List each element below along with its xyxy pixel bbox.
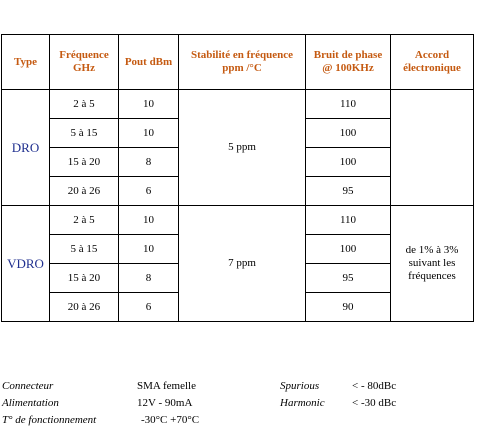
type-cell-dro: DRO [1,89,50,206]
pout-cell: 10 [118,118,179,148]
noise-cell: 100 [305,118,391,148]
stability-cell-vdro: 7 ppm [178,205,306,322]
table-row: DRO 2 à 5 10 5 ppm 110 [1,89,474,206]
freq-cell: 20 à 26 [49,176,119,206]
freq-cell: 2 à 5 [49,205,119,235]
pout-cell: 6 [118,292,179,322]
noise-cell: 90 [305,292,391,322]
noise-cell: 100 [305,147,391,177]
freq-cell: 5 à 15 [49,234,119,264]
noise-cell: 110 [305,89,391,119]
header-pout: Pout dBm [118,34,179,90]
pout-cell: 10 [118,205,179,235]
spec-value: < -30 dBc [352,397,397,409]
header-stability: Stabilité en fréquence ppm /°C [178,34,306,90]
freq-cell: 15 à 20 [49,147,119,177]
stability-cell-dro: 5 ppm [178,89,306,206]
tuning-cell-vdro: de 1% à 3% suivant les fréquences [390,205,474,322]
spec-label: Alimentation [2,397,59,409]
spec-values-right: < - 80dBc < -30 dBc [352,378,396,412]
header-phase-noise: Bruit de phase @ 100KHz [305,34,391,90]
pout-cell: 6 [118,176,179,206]
header-row: Type Fréquence GHz Pout dBm Stabilité en … [1,34,474,90]
header-tuning: Accord électronique [390,34,474,90]
spec-label: Spurious [280,380,320,392]
spec-labels-left: Connecteur Alimentation T° de fonctionne… [2,378,96,429]
pout-cell: 8 [118,147,179,177]
noise-cell: 100 [305,234,391,264]
tuning-cell-dro [390,89,474,206]
type-cell-vdro: VDRO [1,205,50,322]
spec-value: 12V - 90mA [137,397,193,409]
spec-label: T° de fonctionnement [2,414,97,426]
pout-cell: 10 [118,89,179,119]
spec-table: Type Fréquence GHz Pout dBm Stabilité en … [1,34,474,322]
spec-label: Harmonic [280,397,325,409]
table-row: 20 à 26 6 90 [2,292,474,322]
freq-cell: 2 à 5 [49,89,119,119]
pout-cell: 8 [118,263,179,293]
spec-value: -30°C +70°C [141,414,200,426]
noise-cell: 95 [305,176,391,206]
noise-cell: 110 [305,205,391,235]
header-frequency: Fréquence GHz [49,34,119,90]
noise-cell: 95 [305,263,391,293]
pout-cell: 10 [118,234,179,264]
spec-value: < - 80dBc [352,380,397,392]
freq-cell: 5 à 15 [49,118,119,148]
spec-values-left: SMA femelle 12V - 90mA -30°C +70°C [137,378,199,429]
spec-labels-right: Spurious Harmonic [280,378,325,412]
freq-cell: 15 à 20 [49,263,119,293]
spec-value: SMA femelle [137,380,196,392]
spec-label: Connecteur [2,380,54,392]
header-type: Type [1,34,50,90]
freq-cell: 20 à 26 [49,292,119,322]
table-row: 5 à 15 10 100 [2,118,474,148]
table-row: VDRO 2 à 5 10 7 ppm 110 de 1% à 3% suiva… [1,205,474,322]
